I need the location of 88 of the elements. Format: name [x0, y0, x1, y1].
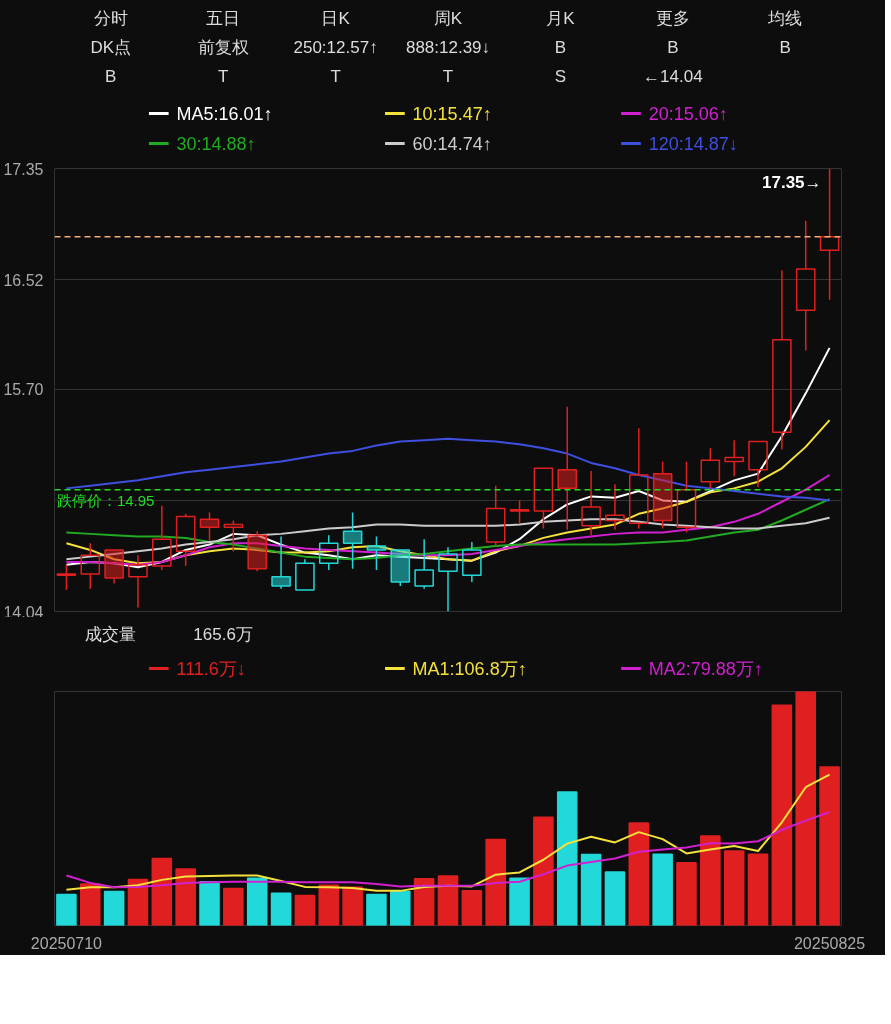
- bar: [604, 871, 626, 926]
- bar: [795, 691, 817, 926]
- bar: [461, 890, 483, 926]
- bar: [437, 875, 459, 926]
- bar: [556, 791, 578, 926]
- bar: [175, 868, 196, 926]
- text: T: [217, 66, 229, 86]
- bar: [199, 880, 220, 926]
- candlestick: [271, 535, 291, 590]
- bar: [79, 883, 101, 926]
- text: 日K: [321, 9, 351, 29]
- text: S: [554, 66, 567, 86]
- x-tick-label: 20250825: [793, 934, 866, 952]
- candlestick: [724, 439, 744, 478]
- bar: [294, 894, 316, 926]
- annotation: 17.35→: [762, 172, 822, 192]
- y-tick-label: 15.70: [3, 381, 44, 399]
- legend-label: MA2:79.88万↑: [648, 658, 763, 679]
- candlestick: [795, 219, 816, 352]
- bar: [700, 835, 721, 926]
- bar: [509, 877, 530, 926]
- text: B: [554, 38, 567, 57]
- bar: [366, 893, 387, 926]
- legend-label: 30:14.88↑: [176, 133, 256, 154]
- bar: [628, 822, 650, 926]
- candlestick: [819, 168, 840, 301]
- text: 均线: [767, 9, 803, 29]
- text: 前复权: [197, 38, 249, 57]
- candlestick: [438, 546, 458, 612]
- legend-label: 60:14.74↑: [412, 133, 492, 154]
- y-tick-label: 14.04: [3, 603, 44, 621]
- text: 成交量: [85, 625, 137, 644]
- bar: [151, 857, 173, 926]
- bar: [652, 853, 673, 926]
- y-tick-label: 17.35: [3, 160, 44, 178]
- text: 250:12.57↑: [293, 38, 378, 57]
- legend-label: MA1:106.8万↑: [412, 658, 527, 679]
- legend-label: MA5:16.01↑: [176, 103, 273, 124]
- candlestick: [557, 405, 578, 531]
- legend-label: 120:14.87↓: [648, 133, 738, 154]
- bar: [771, 704, 793, 926]
- bar: [103, 890, 125, 926]
- candlestick: [581, 470, 601, 536]
- candlestick: [342, 511, 363, 570]
- bar: [723, 850, 745, 926]
- text: 月K: [546, 9, 576, 29]
- legend-label: 111.6万↓: [176, 658, 246, 679]
- candlestick: [462, 541, 482, 583]
- bar: [413, 877, 435, 926]
- y-tick-label: 16.52: [3, 271, 44, 289]
- bar: [223, 887, 244, 926]
- text: 五日: [206, 9, 241, 29]
- ref-line-label: 跌停价：14.95: [56, 491, 155, 509]
- bar: [390, 890, 411, 926]
- bar: [580, 853, 602, 926]
- text: ←14.04: [643, 66, 703, 86]
- legend-label: 10:15.47↑: [412, 103, 492, 124]
- x-tick-label: 20250710: [30, 934, 103, 952]
- bar: [318, 884, 340, 926]
- text: 分时: [93, 9, 128, 29]
- bar: [747, 853, 769, 926]
- bar: [676, 862, 697, 926]
- candlestick: [128, 554, 148, 609]
- text: 165.6万: [193, 625, 253, 644]
- text: 更多: [655, 9, 690, 29]
- text: T: [330, 66, 341, 86]
- bar: [533, 816, 554, 926]
- text: 888:12.39↓: [405, 38, 491, 57]
- bar: [485, 838, 506, 926]
- bar: [246, 877, 268, 926]
- legend-label: 20:15.06↑: [648, 103, 728, 124]
- text: T: [442, 66, 454, 86]
- bar: [342, 886, 363, 926]
- candlestick: [605, 483, 625, 531]
- candlestick: [247, 530, 268, 573]
- candlestick: [152, 505, 172, 571]
- text: 周K: [433, 9, 463, 29]
- candlestick: [414, 538, 434, 590]
- candlestick: [318, 534, 339, 571]
- text: B: [779, 38, 791, 57]
- text: DK点: [90, 38, 132, 57]
- text: B: [667, 38, 679, 57]
- bar: [56, 893, 77, 926]
- bar: [270, 892, 292, 926]
- candlestick: [772, 269, 792, 451]
- bar: [819, 766, 840, 926]
- candlestick: [628, 427, 649, 530]
- text: B: [105, 66, 117, 86]
